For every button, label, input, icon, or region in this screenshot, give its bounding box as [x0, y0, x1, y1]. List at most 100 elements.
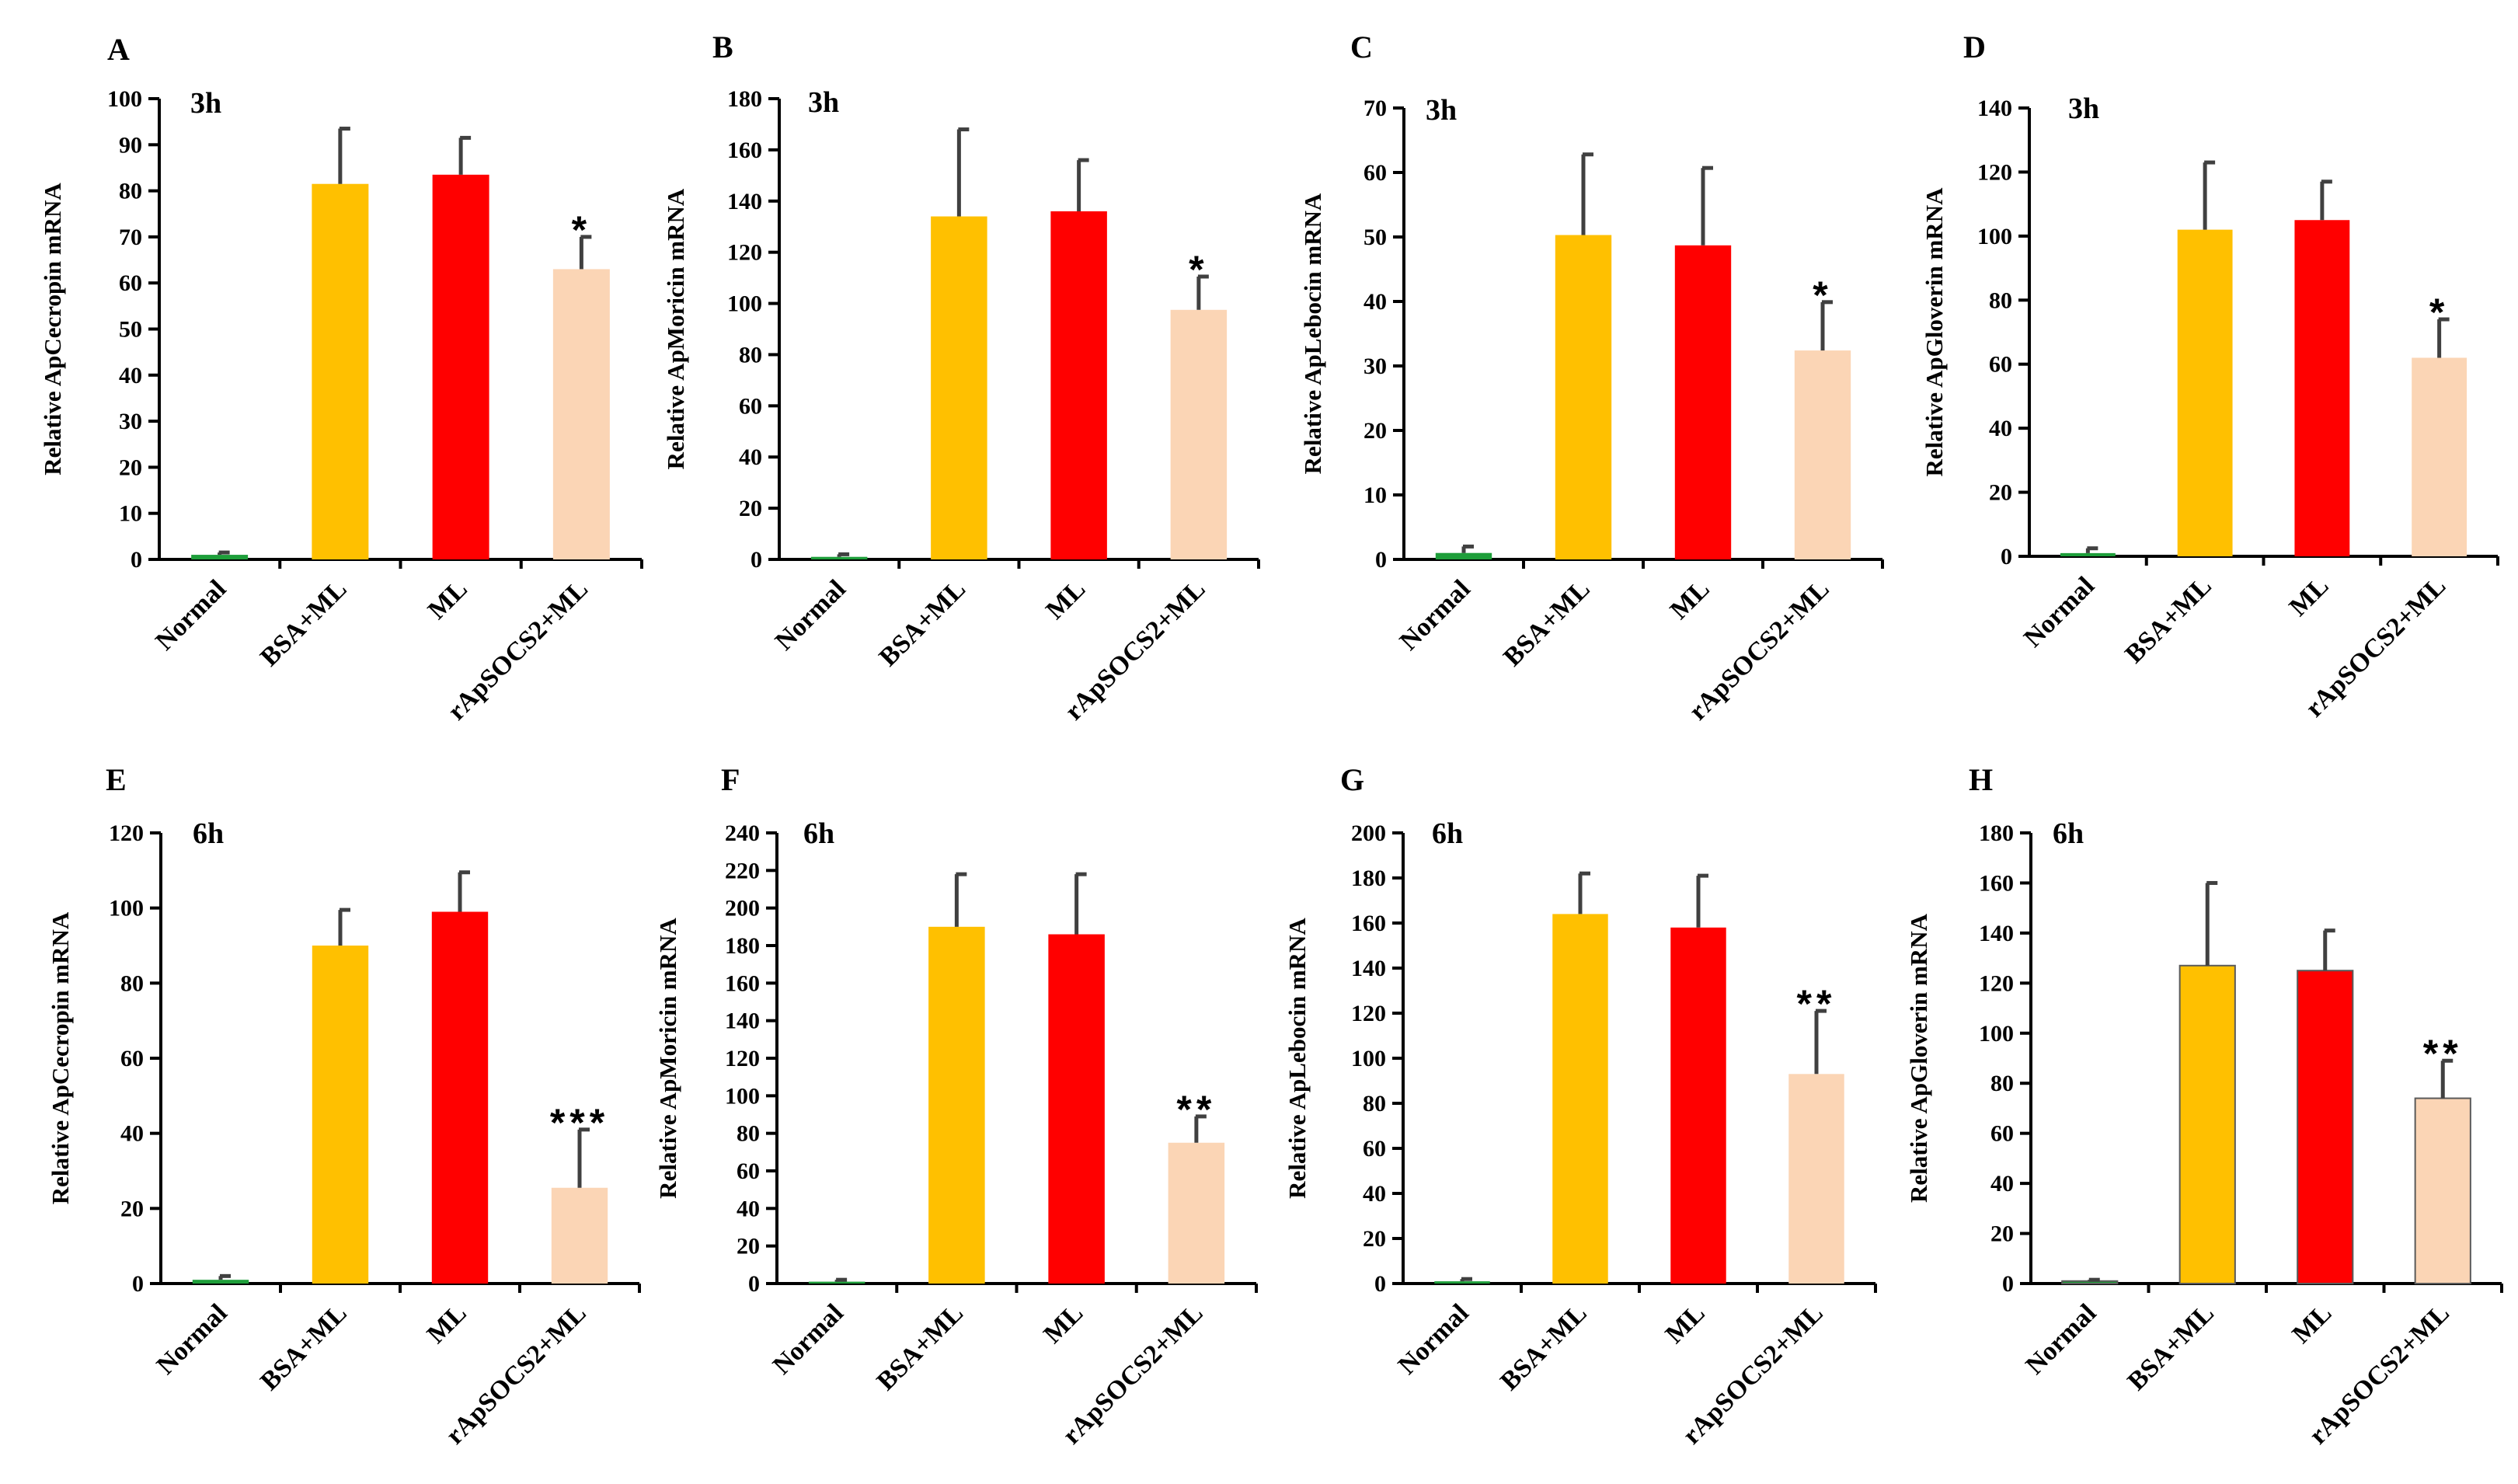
- x-category-label: BSA+ML: [255, 1298, 352, 1395]
- chart-panel-g: G 6h Relative ApLebocin mRNA 0 20 40 60 80 100 12…: [1283, 762, 1877, 1450]
- y-tick-label: 200: [1351, 820, 1386, 846]
- y-axis-title: Relative ApCecropin mRNA: [39, 183, 66, 476]
- x-category-label: Normal: [2020, 1298, 2102, 1380]
- x-category-label: BSA+ML: [1498, 574, 1595, 671]
- y-tick-label: 220: [725, 858, 760, 883]
- significance-marker: **: [1797, 982, 1837, 1026]
- y-tick-label: 80: [1990, 1071, 2014, 1096]
- y-axis-title: Relative ApMoricin mRNA: [662, 188, 689, 469]
- bar-rapsocs2-ml: [1788, 1074, 1844, 1284]
- y-tick-label: 70: [1363, 96, 1387, 121]
- panel-letter: F: [721, 762, 740, 797]
- y-tick-label: 20: [1990, 1221, 2014, 1247]
- x-category-label: ML: [1040, 574, 1091, 625]
- x-category-label: BSA+ML: [2119, 571, 2217, 668]
- bar-normal: [808, 1281, 865, 1284]
- y-tick-label: 0: [132, 1271, 144, 1297]
- y-tick-label: 0: [748, 1271, 760, 1297]
- chart-panel-c: C 3h Relative ApLebocin mRNA 0 10 20 30 40 50 60 7…: [1299, 30, 1884, 726]
- y-tick-label: 40: [1363, 1181, 1386, 1207]
- y-tick-label: 160: [1979, 870, 2014, 896]
- y-axis-title: Relative ApGloverin mRNA: [1921, 187, 1948, 477]
- y-tick-label: 180: [727, 86, 762, 112]
- bar-bsa-ml: [2177, 229, 2233, 556]
- x-category-label: Normal: [2018, 571, 2100, 653]
- bar-ml: [1674, 245, 1732, 559]
- bar-rapsocs2-ml: [552, 269, 610, 559]
- x-category-label: ML: [1660, 1298, 1711, 1349]
- y-tick-label: 140: [725, 1008, 760, 1034]
- y-tick-label: 30: [1363, 354, 1387, 379]
- bar-normal: [1434, 1281, 1490, 1284]
- x-category-label: ML: [1665, 574, 1715, 625]
- x-category-label: ML: [2284, 571, 2335, 622]
- significance-marker: *: [1813, 273, 1832, 317]
- bar-rapsocs2-ml: [551, 1187, 608, 1284]
- y-tick-label: 40: [120, 1121, 144, 1147]
- y-tick-label: 20: [120, 1196, 144, 1221]
- x-category-label: Normal: [770, 574, 852, 656]
- y-tick-label: 80: [739, 342, 762, 368]
- chart-panel-f: F 6h Relative ApMoricin mRNA 0 20 40 60 80 100 12…: [654, 762, 1258, 1450]
- time-label: 3h: [1426, 94, 1457, 127]
- bar-normal: [192, 1280, 249, 1284]
- y-axis-title: Relative ApGloverin mRNA: [1905, 913, 1932, 1203]
- y-tick-label: 20: [737, 1234, 760, 1259]
- y-tick-label: 240: [725, 820, 760, 846]
- y-tick-label: 40: [1989, 416, 2012, 441]
- x-category-label: ML: [423, 574, 473, 625]
- x-category-label: BSA+ML: [872, 1298, 969, 1395]
- y-tick-label: 100: [1979, 1021, 2014, 1047]
- bar-ml: [431, 911, 489, 1284]
- time-label: 6h: [803, 817, 834, 850]
- x-category-label: ML: [1038, 1298, 1088, 1349]
- bar-bsa-ml: [928, 926, 985, 1284]
- y-tick-label: 30: [119, 409, 142, 434]
- time-label: 6h: [2053, 817, 2084, 850]
- y-tick-label: 100: [1977, 224, 2012, 249]
- x-category-label: BSA+ML: [2123, 1298, 2220, 1395]
- time-label: 6h: [193, 817, 224, 850]
- x-category-label: Normal: [1395, 574, 1476, 656]
- bar-normal: [810, 556, 868, 559]
- y-tick-label: 70: [119, 225, 142, 250]
- bar-rapsocs2-ml: [1794, 350, 1851, 559]
- y-tick-label: 160: [1351, 911, 1386, 936]
- bar-rapsocs2-ml: [2412, 357, 2468, 556]
- bar-ml: [1670, 927, 1726, 1284]
- y-tick-label: 0: [751, 547, 762, 573]
- y-tick-label: 50: [119, 317, 142, 343]
- bar-bsa-ml: [1555, 235, 1612, 559]
- y-tick-label: 120: [1977, 159, 2012, 185]
- significance-marker: *: [1189, 248, 1208, 291]
- y-tick-label: 180: [1979, 820, 2014, 846]
- y-tick-label: 80: [1363, 1091, 1386, 1116]
- time-label: 6h: [1432, 817, 1463, 850]
- y-tick-label: 80: [737, 1121, 760, 1147]
- significance-marker: **: [1176, 1088, 1216, 1131]
- y-tick-label: 0: [1374, 1271, 1386, 1297]
- y-tick-label: 160: [727, 138, 762, 163]
- y-tick-label: 60: [1990, 1121, 2014, 1147]
- y-tick-label: 10: [119, 501, 142, 527]
- y-tick-label: 120: [727, 240, 762, 266]
- bar-bsa-ml: [2178, 964, 2236, 1285]
- panel-letter: H: [1969, 762, 1993, 797]
- bar-normal: [191, 555, 249, 559]
- y-tick-label: 180: [725, 933, 760, 959]
- bar-normal: [2060, 552, 2116, 556]
- y-tick-label: 120: [1351, 1001, 1386, 1026]
- significance-marker: ***: [550, 1101, 609, 1144]
- x-category-label: BSA+ML: [255, 574, 352, 671]
- x-category-label: BSA+ML: [874, 574, 971, 671]
- y-tick-label: 100: [107, 86, 142, 112]
- significance-marker: **: [2423, 1032, 2463, 1075]
- x-category-label: ML: [422, 1298, 472, 1349]
- panel-letter: E: [106, 762, 127, 797]
- time-label: 3h: [190, 87, 221, 120]
- y-tick-label: 140: [1979, 921, 2014, 946]
- y-tick-label: 20: [1363, 418, 1387, 444]
- y-tick-label: 40: [1363, 289, 1387, 315]
- bar-rapsocs2-ml: [1170, 309, 1228, 559]
